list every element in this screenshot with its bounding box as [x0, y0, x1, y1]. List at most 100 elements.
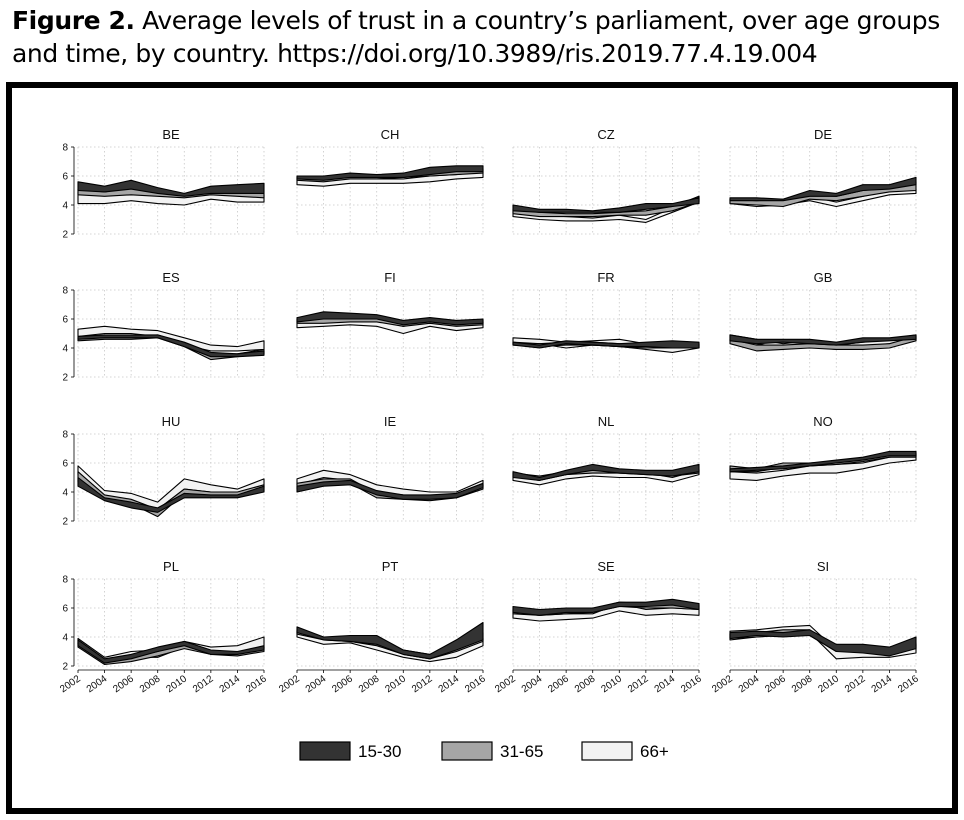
x-tick-label: 2010 — [383, 673, 408, 695]
y-tick-label: 8 — [62, 143, 68, 154]
panel-title: HU — [162, 414, 181, 429]
band-hu-15-30 — [77, 476, 265, 513]
panel-title: FI — [384, 270, 396, 285]
band-se-66plus — [512, 603, 700, 622]
y-tick-label: 2 — [62, 230, 68, 241]
x-tick-label: 2002 — [58, 673, 83, 695]
panel-ch: CH — [296, 127, 484, 235]
y-tick-label: 4 — [62, 488, 68, 499]
x-tick-label: 2004 — [520, 673, 545, 695]
x-tick-label: 2006 — [763, 673, 788, 695]
x-tick-label: 2016 — [679, 673, 704, 695]
y-tick-label: 8 — [62, 286, 68, 297]
x-tick-label: 2016 — [463, 673, 488, 695]
x-tick-label: 2016 — [896, 673, 921, 695]
y-tick-label: 6 — [62, 604, 68, 615]
legend-item: 66+ — [581, 741, 669, 761]
panel-title: GB — [814, 270, 833, 285]
band-pl-15-30 — [77, 639, 265, 664]
x-tick-label: 2004 — [304, 673, 329, 695]
legend-label: 66+ — [640, 742, 669, 761]
caption-text: Average levels of trust in a country’s p… — [12, 6, 940, 68]
y-tick-label: 4 — [62, 633, 68, 644]
legend-item: 15-30 — [299, 741, 401, 761]
panel-cz: CZ — [512, 127, 700, 235]
trust-chart: BE 2 4 6 8 CH CZ DE ES 2 4 6 8 FI FR GB HU 2 4 6 8 IE NL NO PL 2 4… — [58, 127, 921, 761]
x-tick-label: 2014 — [870, 673, 895, 695]
caption-label: Figure 2. — [12, 6, 135, 35]
x-tick-label: 2012 — [191, 673, 216, 695]
panel-title: SI — [817, 559, 829, 574]
panel-ie: IE — [296, 414, 484, 522]
band-be-15-30 — [77, 179, 265, 197]
panel-title: DE — [814, 127, 832, 142]
legend-label: 15-30 — [358, 742, 401, 761]
y-tick-label: 6 — [62, 315, 68, 326]
y-tick-label: 6 — [62, 459, 68, 470]
x-tick-label: 2006 — [111, 673, 136, 695]
y-tick-label: 8 — [62, 430, 68, 441]
panel-be: BE 2 4 6 8 — [62, 127, 265, 241]
x-tick-label: 2008 — [357, 673, 382, 695]
band-cz-15-30 — [512, 197, 700, 213]
y-tick-label: 2 — [62, 662, 68, 673]
band-ch-15-30 — [296, 165, 484, 181]
x-tick-label: 2012 — [626, 673, 651, 695]
legend-swatch — [441, 741, 493, 761]
panel-pl: PL 2 4 6 8 2002 2004 2006 2008 2010 2012 2014 2016 — [58, 559, 269, 695]
panel-title: CH — [381, 127, 400, 142]
y-tick-label: 6 — [62, 172, 68, 183]
legend-swatch — [581, 741, 633, 761]
figure-frame: BE 2 4 6 8 CH CZ DE ES 2 4 6 8 FI FR GB HU 2 4 6 8 IE NL NO PL 2 4… — [6, 82, 958, 814]
panel-es: ES 2 4 6 8 — [62, 270, 265, 384]
x-tick-label: 2014 — [437, 673, 462, 695]
x-tick-label: 2008 — [138, 673, 163, 695]
figure-caption: Figure 2. Average levels of trust in a c… — [12, 4, 956, 70]
x-tick-label: 2012 — [843, 673, 868, 695]
x-tick-label: 2006 — [330, 673, 355, 695]
x-tick-label: 2010 — [816, 673, 841, 695]
panel-title: FR — [597, 270, 614, 285]
x-tick-label: 2014 — [218, 673, 243, 695]
band-gb-15-30 — [729, 334, 917, 346]
legend-label: 31-65 — [500, 742, 543, 761]
panel-hu: HU 2 4 6 8 — [62, 414, 265, 528]
band-fi-15-30 — [296, 311, 484, 326]
x-tick-label: 2010 — [164, 673, 189, 695]
x-tick-label: 2012 — [410, 673, 435, 695]
band-de-15-30 — [729, 176, 917, 202]
panel-title: CZ — [597, 127, 614, 142]
y-tick-label: 8 — [62, 575, 68, 586]
panel-si: SI 2002 2004 2006 2008 2010 2012 2014 2016 — [710, 559, 921, 695]
x-tick-label: 2016 — [244, 673, 269, 695]
panel-title: PT — [382, 559, 399, 574]
band-fr-15-30 — [512, 340, 700, 349]
x-tick-label: 2002 — [710, 673, 735, 695]
band-se-15-30 — [512, 598, 700, 616]
panel-gb: GB — [729, 270, 917, 378]
band-nl-15-30 — [512, 463, 700, 481]
legend-item: 31-65 — [441, 741, 543, 761]
panel-title: PL — [163, 559, 179, 574]
y-tick-label: 2 — [62, 517, 68, 528]
band-ie-15-30 — [296, 479, 484, 500]
x-tick-label: 2004 — [85, 673, 110, 695]
x-tick-label: 2004 — [737, 673, 762, 695]
legend: 15-30 31-65 66+ — [299, 741, 669, 761]
y-tick-label: 4 — [62, 201, 68, 212]
panel-se: SE 2002 2004 2006 2008 2010 2012 2014 2016 — [493, 559, 704, 695]
x-tick-label: 2010 — [599, 673, 624, 695]
x-tick-label: 2008 — [790, 673, 815, 695]
x-tick-label: 2014 — [653, 673, 678, 695]
legend-swatch — [299, 741, 351, 761]
panel-title: BE — [162, 127, 180, 142]
x-tick-label: 2008 — [573, 673, 598, 695]
panel-title: ES — [162, 270, 180, 285]
band-gb-31-65 — [729, 335, 917, 352]
panel-pt: PT 2002 2004 2006 2008 2010 2012 2014 2016 — [277, 559, 488, 695]
panel-no: NO — [729, 414, 917, 522]
band-pt-15-30 — [296, 621, 484, 660]
panel-title: NO — [813, 414, 833, 429]
panel-title: NL — [598, 414, 615, 429]
panel-fr: FR — [512, 270, 700, 378]
